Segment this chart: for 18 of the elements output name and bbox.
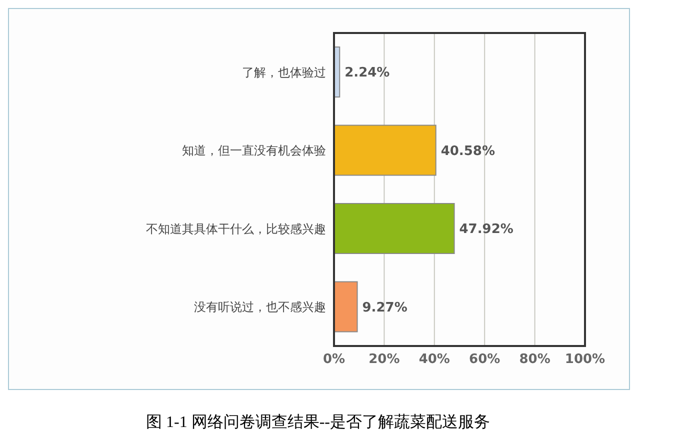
data-label: 2.24% — [344, 66, 390, 81]
x-tick-label: 20% — [368, 352, 400, 368]
x-tick-label: 100% — [564, 352, 606, 368]
text: 图 1-1 网络问卷调查结果--是否了解蔬菜配送服务 — [145, 412, 491, 433]
y-tick-label: 没有听说过，也不感兴趣 — [194, 300, 326, 314]
bar — [334, 124, 436, 176]
x-tick-label: 40% — [418, 352, 450, 368]
bar — [334, 203, 455, 254]
x-tick-label: 80% — [519, 352, 550, 368]
x-tick-label: 60% — [469, 352, 500, 368]
data-label: 40.58% — [440, 144, 496, 159]
y-tick-label: 不知道其具体干什么，比较感兴趣 — [146, 222, 326, 236]
x-tick-label: 0% — [322, 352, 346, 368]
data-label: 47.92% — [459, 222, 514, 238]
y-tick-label: 知道，但一直没有机会体验 — [182, 144, 326, 158]
y-tick-label: 了解，也体验过 — [242, 65, 326, 80]
data-label: 9.27% — [362, 300, 408, 316]
bar — [334, 281, 358, 332]
